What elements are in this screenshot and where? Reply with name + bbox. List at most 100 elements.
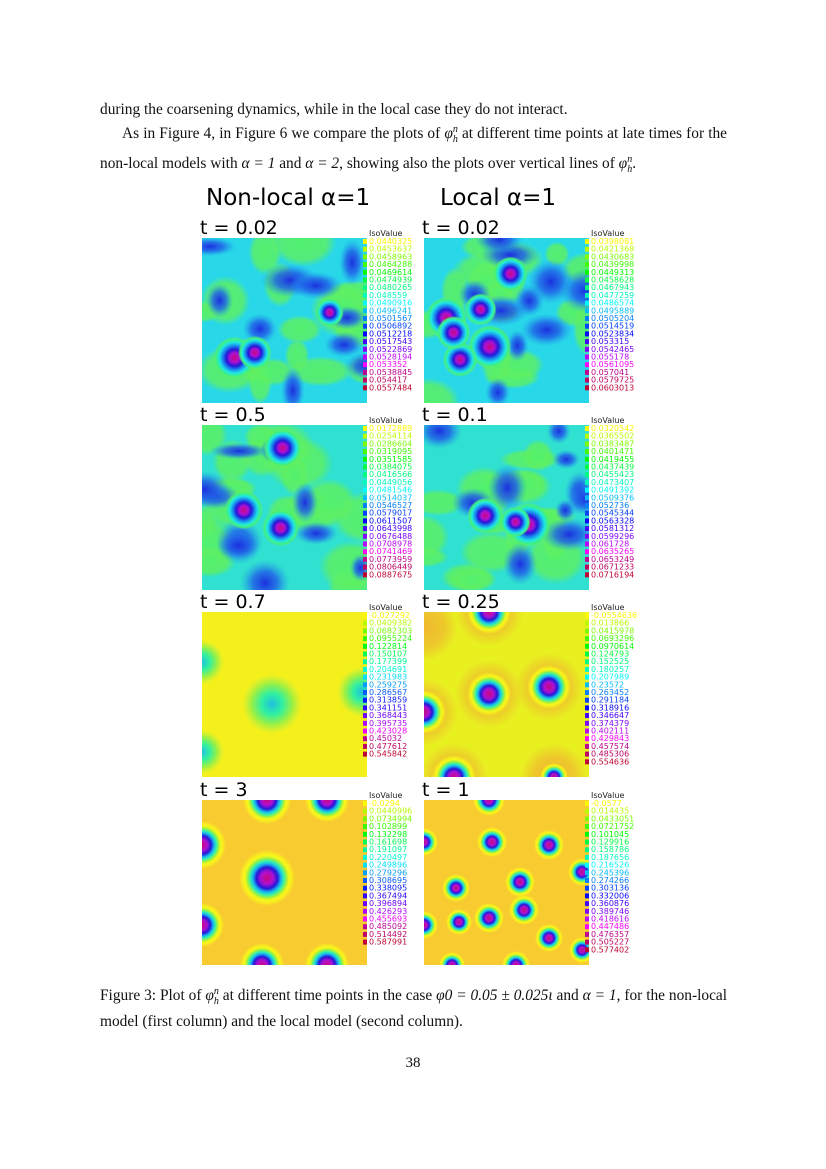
legend-swatch (363, 285, 367, 291)
legend-swatch (363, 651, 367, 657)
math-sub: h (213, 996, 219, 1008)
legend-swatch (585, 947, 589, 953)
legend-swatch (585, 862, 589, 868)
legend-value: 0.485092 (369, 922, 407, 931)
field-spot (240, 943, 284, 965)
legend-value: 0.0643998 (369, 524, 412, 533)
text: and (552, 987, 583, 1005)
legend-value: 0.0474939 (369, 276, 412, 285)
legend-value: 0.122814 (369, 642, 407, 651)
legend-value: 0.0477259 (591, 291, 634, 300)
legend-value: 0.0467943 (591, 283, 634, 292)
math: φ (444, 125, 453, 143)
math-sup: n (213, 986, 219, 997)
legend-swatch (585, 308, 589, 314)
legend-swatch (363, 495, 367, 501)
legend-value: 0.263452 (591, 688, 629, 697)
legend-value: 0.0458628 (591, 276, 634, 285)
legend-value: 0.0545344 (591, 509, 634, 518)
legend-swatch (363, 620, 367, 626)
math-sub: h (452, 134, 458, 146)
legend-swatch (585, 801, 589, 806)
field-spot (569, 937, 589, 963)
legend-value: 0.0579725 (591, 376, 634, 385)
legend-swatch (585, 620, 589, 626)
legend-value: 0.053315 (591, 337, 629, 346)
field-spot (477, 827, 507, 857)
legend-value: 0.048559 (369, 291, 407, 300)
legend-swatch (363, 331, 367, 337)
field-blob (202, 471, 230, 508)
legend-value: 0.0512218 (369, 329, 412, 338)
legend-value: 0.259275 (369, 680, 407, 689)
legend-swatch (363, 659, 367, 665)
field-spot (436, 316, 471, 350)
field-blob (572, 300, 589, 356)
field-blob (202, 640, 224, 684)
legend-swatch (585, 472, 589, 478)
panel-label: t = 0.5 (200, 404, 266, 426)
legend-swatch (363, 346, 367, 352)
legend-value: 0.395735 (369, 719, 407, 728)
legend-value: 0.216526 (591, 861, 629, 870)
legend-swatch (363, 487, 367, 493)
legend-swatch (363, 433, 367, 439)
legend-value: 0.577402 (591, 945, 629, 954)
field-halo (520, 743, 588, 777)
text: , for the non-local model (first column)… (100, 987, 728, 1031)
legend-swatch (585, 690, 589, 695)
legend-value: 0.061728 (591, 540, 629, 549)
legend-value: 0.313859 (369, 696, 407, 705)
field-blob (559, 268, 589, 313)
legend-swatch (585, 878, 589, 883)
heatmap (424, 238, 589, 403)
figure: Non-local α=1 Local α=1t = 0.02 IsoValue0.… (200, 185, 637, 965)
legend-swatch (363, 464, 367, 470)
legend-swatch (585, 893, 589, 899)
legend-swatch (363, 316, 367, 321)
legend-swatch (363, 277, 367, 283)
panel-label: t = 0.25 (422, 591, 500, 613)
legend-swatch (585, 751, 589, 757)
legend-value: 0.0415978 (591, 626, 634, 635)
field-spot (224, 491, 263, 530)
legend-value: 0.0546527 (369, 501, 412, 510)
legend-swatch (363, 893, 367, 899)
field-spot (446, 909, 472, 935)
legend-value: 0.014435 (591, 807, 629, 816)
legend-value: 0.053352 (369, 360, 407, 369)
legend-value: 0.0486574 (591, 299, 634, 308)
caption: Figure 3: Plot of φhn at different time … (100, 982, 727, 1032)
text: during the coarsening dynamics, while in… (100, 101, 568, 118)
legend-swatch (363, 916, 367, 922)
legend-value: 0.0409382 (369, 619, 412, 628)
legend-swatch (363, 254, 367, 260)
legend-title: IsoValue (369, 229, 402, 238)
legend-swatch (363, 901, 367, 907)
legend-swatch (585, 433, 589, 439)
math: φ0 = 0.05 ± 0.025ι (436, 987, 553, 1005)
field-spot (315, 298, 344, 327)
legend-swatch (585, 518, 589, 524)
legend-value: 0.0557484 (369, 383, 412, 392)
field-blob (503, 542, 538, 586)
legend-swatch (585, 643, 589, 649)
legend-swatch (363, 885, 367, 891)
math: α = 1 (241, 155, 276, 173)
legend-value: 0.177399 (369, 657, 407, 666)
legend-swatch (363, 518, 367, 524)
legend-value: 0.101045 (591, 830, 629, 839)
legend-value: 0.0509376 (591, 493, 634, 502)
panel-label: t = 0.02 (200, 217, 278, 239)
legend-value: 0.23572 (591, 680, 624, 689)
legend-value: 0.0469614 (369, 268, 412, 277)
legend-swatch (363, 728, 367, 734)
legend-swatch (585, 246, 589, 252)
legend-swatch (363, 870, 367, 876)
field-spot (540, 763, 568, 777)
legend-value: 0.0458963 (369, 252, 412, 261)
column-header: Non-local α=1 (206, 185, 370, 211)
legend-swatch (363, 556, 367, 562)
legend-swatch (585, 354, 589, 360)
legend-swatch (585, 362, 589, 368)
